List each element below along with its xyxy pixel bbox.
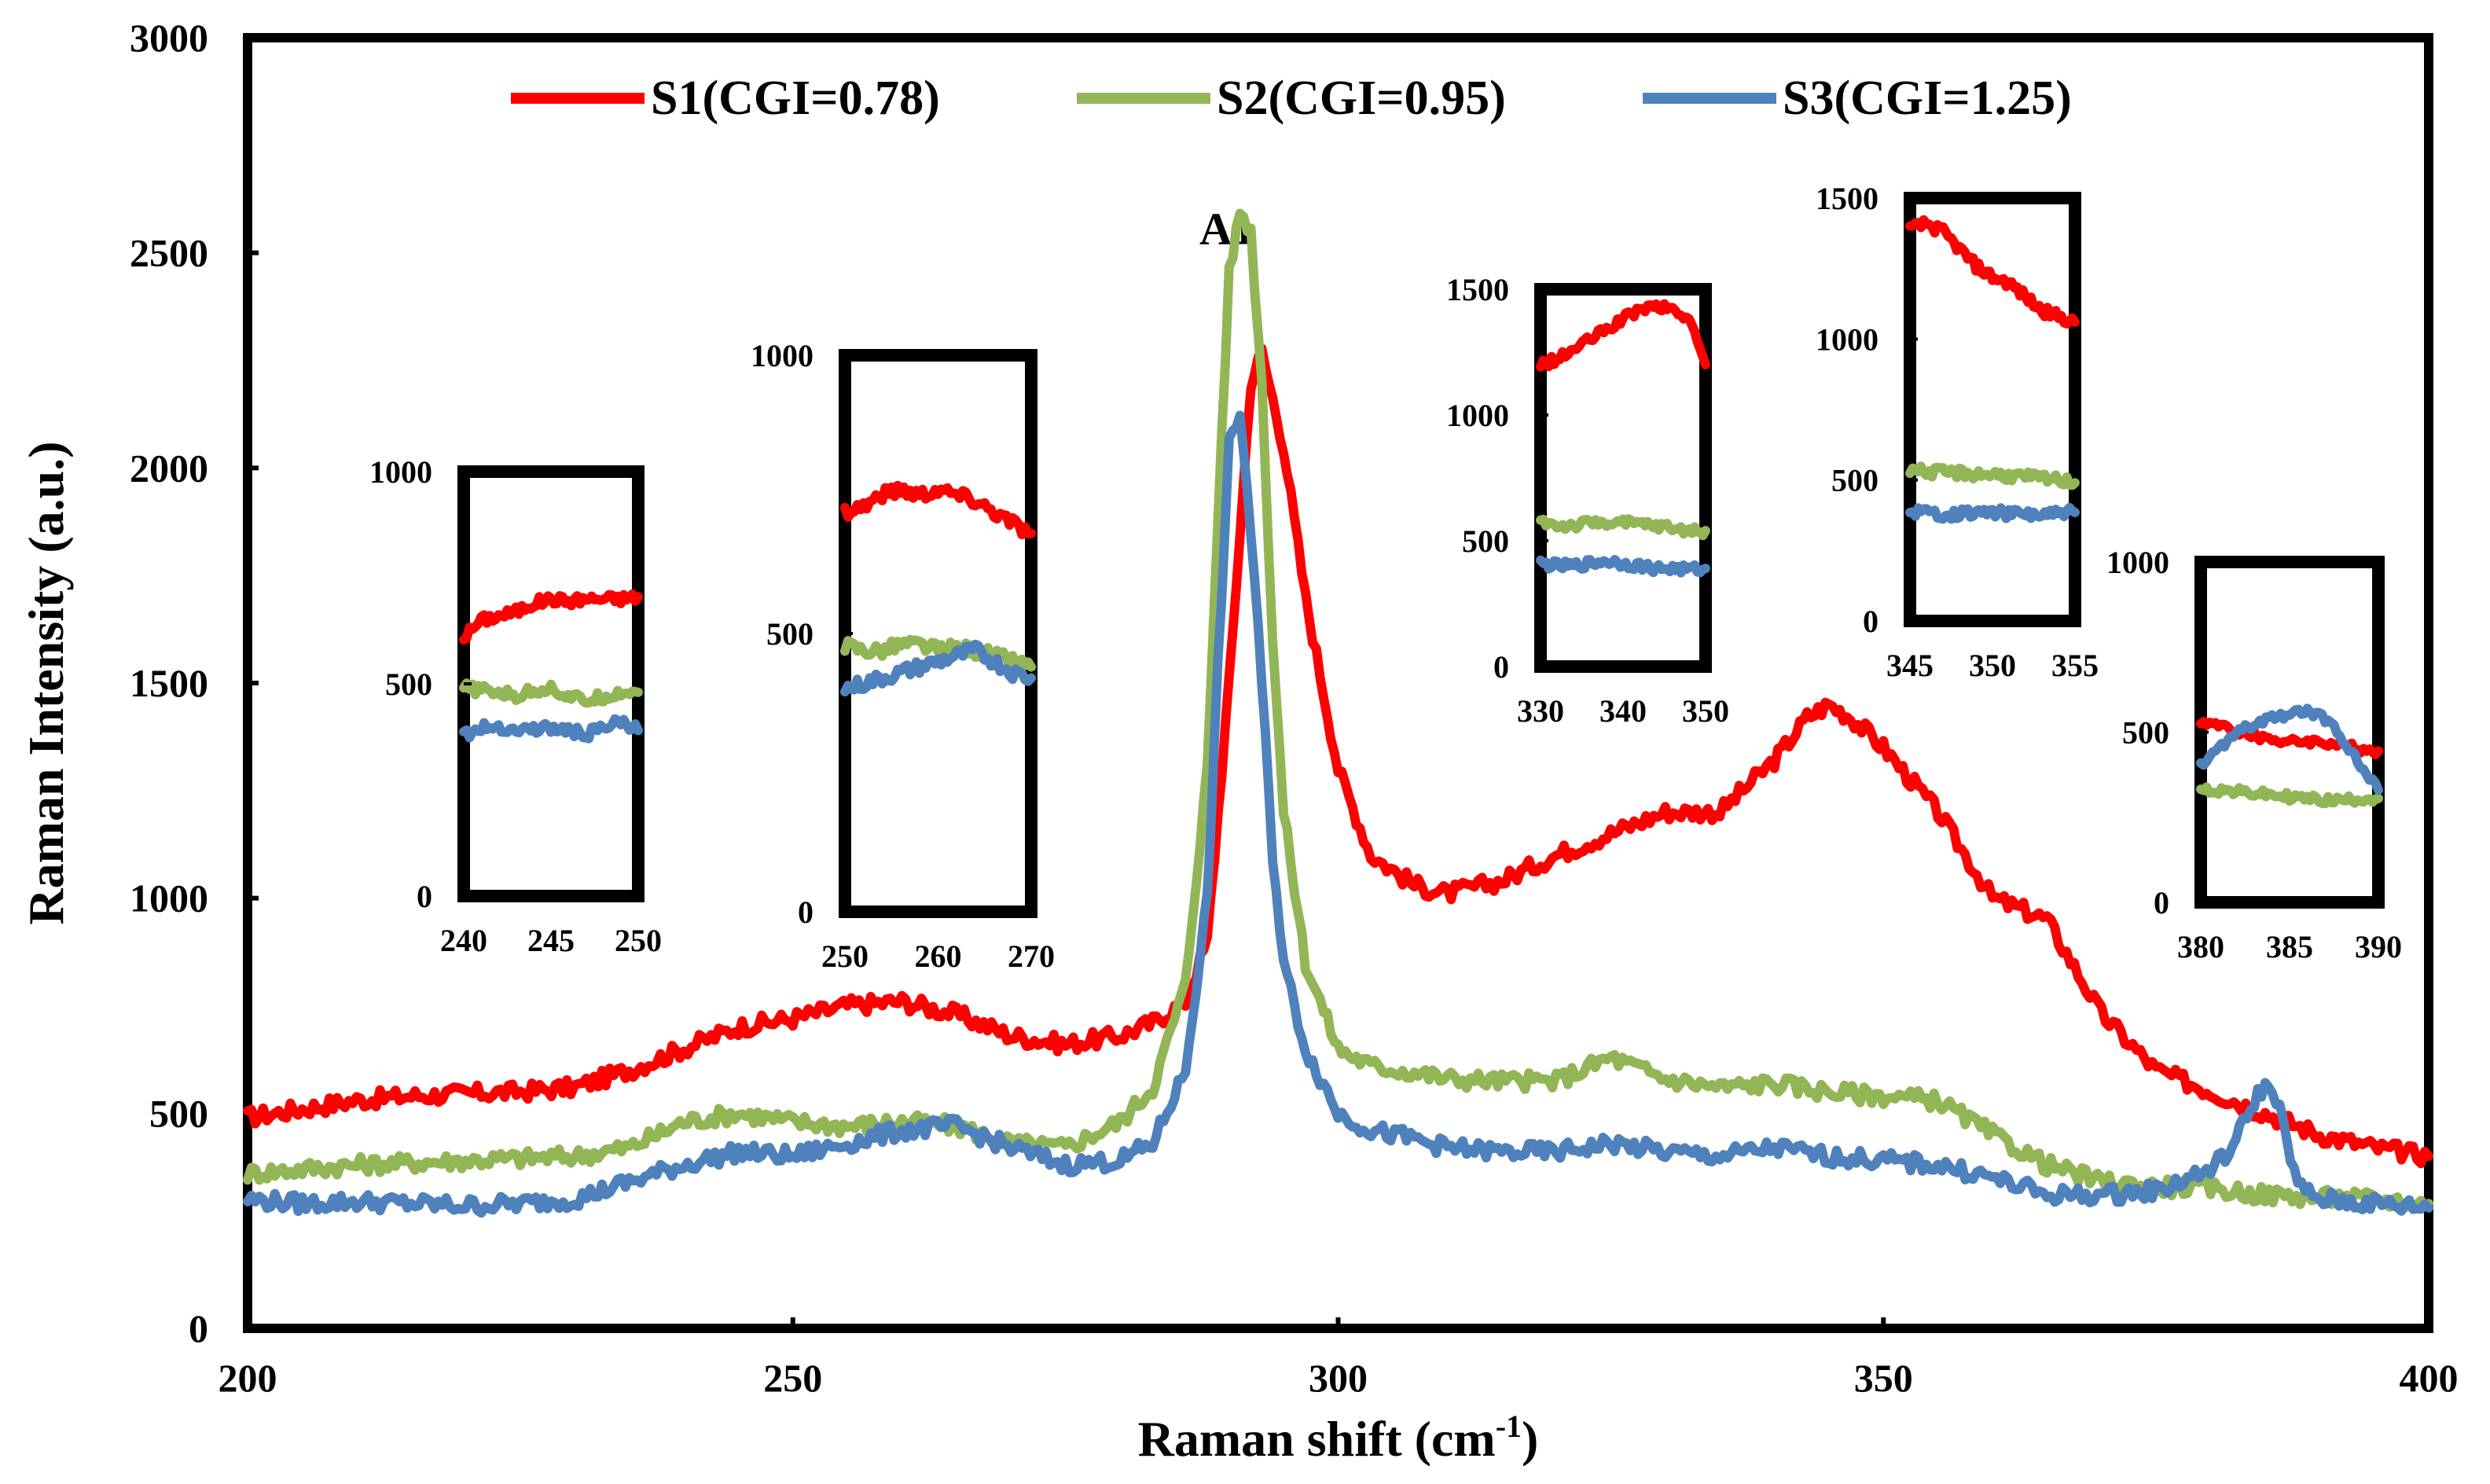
inset-y-tick-label: 1000 bbox=[751, 338, 813, 373]
inset-frame bbox=[845, 355, 1031, 912]
inset-x-tick-label: 270 bbox=[1008, 939, 1055, 974]
inset-y-tick-label: 1000 bbox=[369, 454, 432, 490]
inset-1: 0 500 1000 240 245 250 bbox=[369, 454, 662, 958]
x-tick-label: 250 bbox=[763, 1356, 822, 1400]
x-tick-label: 350 bbox=[1854, 1356, 1913, 1400]
inset-y-tick-label: 0 bbox=[1493, 649, 1509, 685]
inset-x-tick-label: 380 bbox=[2177, 929, 2224, 964]
inset-x-tick-label: 250 bbox=[615, 923, 662, 958]
x-axis-label-close: ) bbox=[1522, 1411, 1538, 1467]
y-tick-label: 2500 bbox=[130, 231, 208, 275]
inset-3: 0 500 1000 1500 330 340 350 bbox=[1446, 272, 1729, 729]
legend: S1(CGI=0.78) S2(CGI=0.95) S3(CGI=1.25) bbox=[511, 72, 2072, 125]
y-tick-label: 1500 bbox=[130, 661, 208, 705]
inset-x-tick-label: 340 bbox=[1599, 693, 1647, 729]
inset-x-tick-label: 355 bbox=[2051, 648, 2099, 683]
inset-x-tick-label: 350 bbox=[1969, 648, 2016, 683]
raman-chart: 050010001500200025003000200 250 300 350 400R… bbox=[0, 0, 2490, 1484]
inset-x-tick-label: 260 bbox=[915, 939, 962, 974]
x-axis-label-text: Raman shift (cm bbox=[1138, 1411, 1496, 1467]
y-tick-label: 2000 bbox=[130, 446, 208, 490]
inset-x-tick-label: 390 bbox=[2355, 929, 2402, 964]
inset-y-tick-label: 1000 bbox=[1446, 398, 1509, 433]
inset-x-tick-label: 345 bbox=[1886, 648, 1934, 683]
y-tick-label: 0 bbox=[189, 1306, 208, 1350]
inset-y-tick-label: 0 bbox=[798, 894, 813, 930]
y-tick-label: 500 bbox=[149, 1091, 208, 1135]
inset-series-s3 bbox=[1910, 508, 2075, 520]
inset-series-s3 bbox=[1541, 560, 1706, 573]
inset-y-tick-label: 500 bbox=[2122, 715, 2169, 751]
inset-x-tick-label: 250 bbox=[821, 939, 869, 974]
x-tick-label: 400 bbox=[2400, 1356, 2459, 1400]
inset-x-tick-label: 350 bbox=[1682, 693, 1729, 729]
inset-4: 0 500 1000 1500 345 350 355 bbox=[1816, 181, 2099, 683]
y-axis-label: Raman Intensity (a.u.) bbox=[18, 441, 74, 924]
inset-x-tick-label: 240 bbox=[440, 923, 487, 958]
inset-frame bbox=[1910, 198, 2075, 621]
inset-2: 0 500 1000 250 260 270 bbox=[751, 338, 1055, 974]
inset-5: 0 500 1000 380 385 390 bbox=[2106, 545, 2402, 964]
inset-y-tick-label: 500 bbox=[1831, 463, 1879, 498]
inset-y-tick-label: 1000 bbox=[1816, 321, 1879, 357]
legend-label-s2: S2(CGI=0.95) bbox=[1217, 72, 1506, 125]
inset-y-tick-label: 500 bbox=[385, 667, 432, 702]
inset-y-tick-label: 0 bbox=[417, 879, 432, 914]
inset-x-tick-label: 385 bbox=[2266, 929, 2313, 964]
inset-y-tick-label: 500 bbox=[766, 616, 813, 652]
y-tick-label: 3000 bbox=[130, 16, 208, 60]
inset-y-tick-label: 1500 bbox=[1816, 181, 1879, 216]
x-axis-label-sup: -1 bbox=[1496, 1409, 1522, 1444]
x-axis-label: Raman shift (cm-1) bbox=[1138, 1409, 1539, 1467]
inset-y-tick-label: 1000 bbox=[2106, 545, 2169, 580]
inset-y-tick-label: 1500 bbox=[1446, 272, 1509, 307]
inset-y-tick-label: 0 bbox=[1863, 604, 1879, 639]
x-tick-label: 200 bbox=[219, 1356, 277, 1400]
legend-label-s3: S3(CGI=1.25) bbox=[1783, 72, 2072, 125]
inset-x-tick-label: 330 bbox=[1517, 693, 1564, 729]
inset-x-tick-label: 245 bbox=[527, 923, 575, 958]
inset-y-tick-label: 500 bbox=[1462, 523, 1509, 559]
inset-frame bbox=[1541, 289, 1706, 667]
x-tick-label: 300 bbox=[1309, 1356, 1368, 1400]
legend-label-s1: S1(CGI=0.78) bbox=[651, 72, 940, 125]
y-tick-label: 1000 bbox=[130, 876, 208, 920]
inset-y-tick-label: 0 bbox=[2154, 885, 2169, 920]
